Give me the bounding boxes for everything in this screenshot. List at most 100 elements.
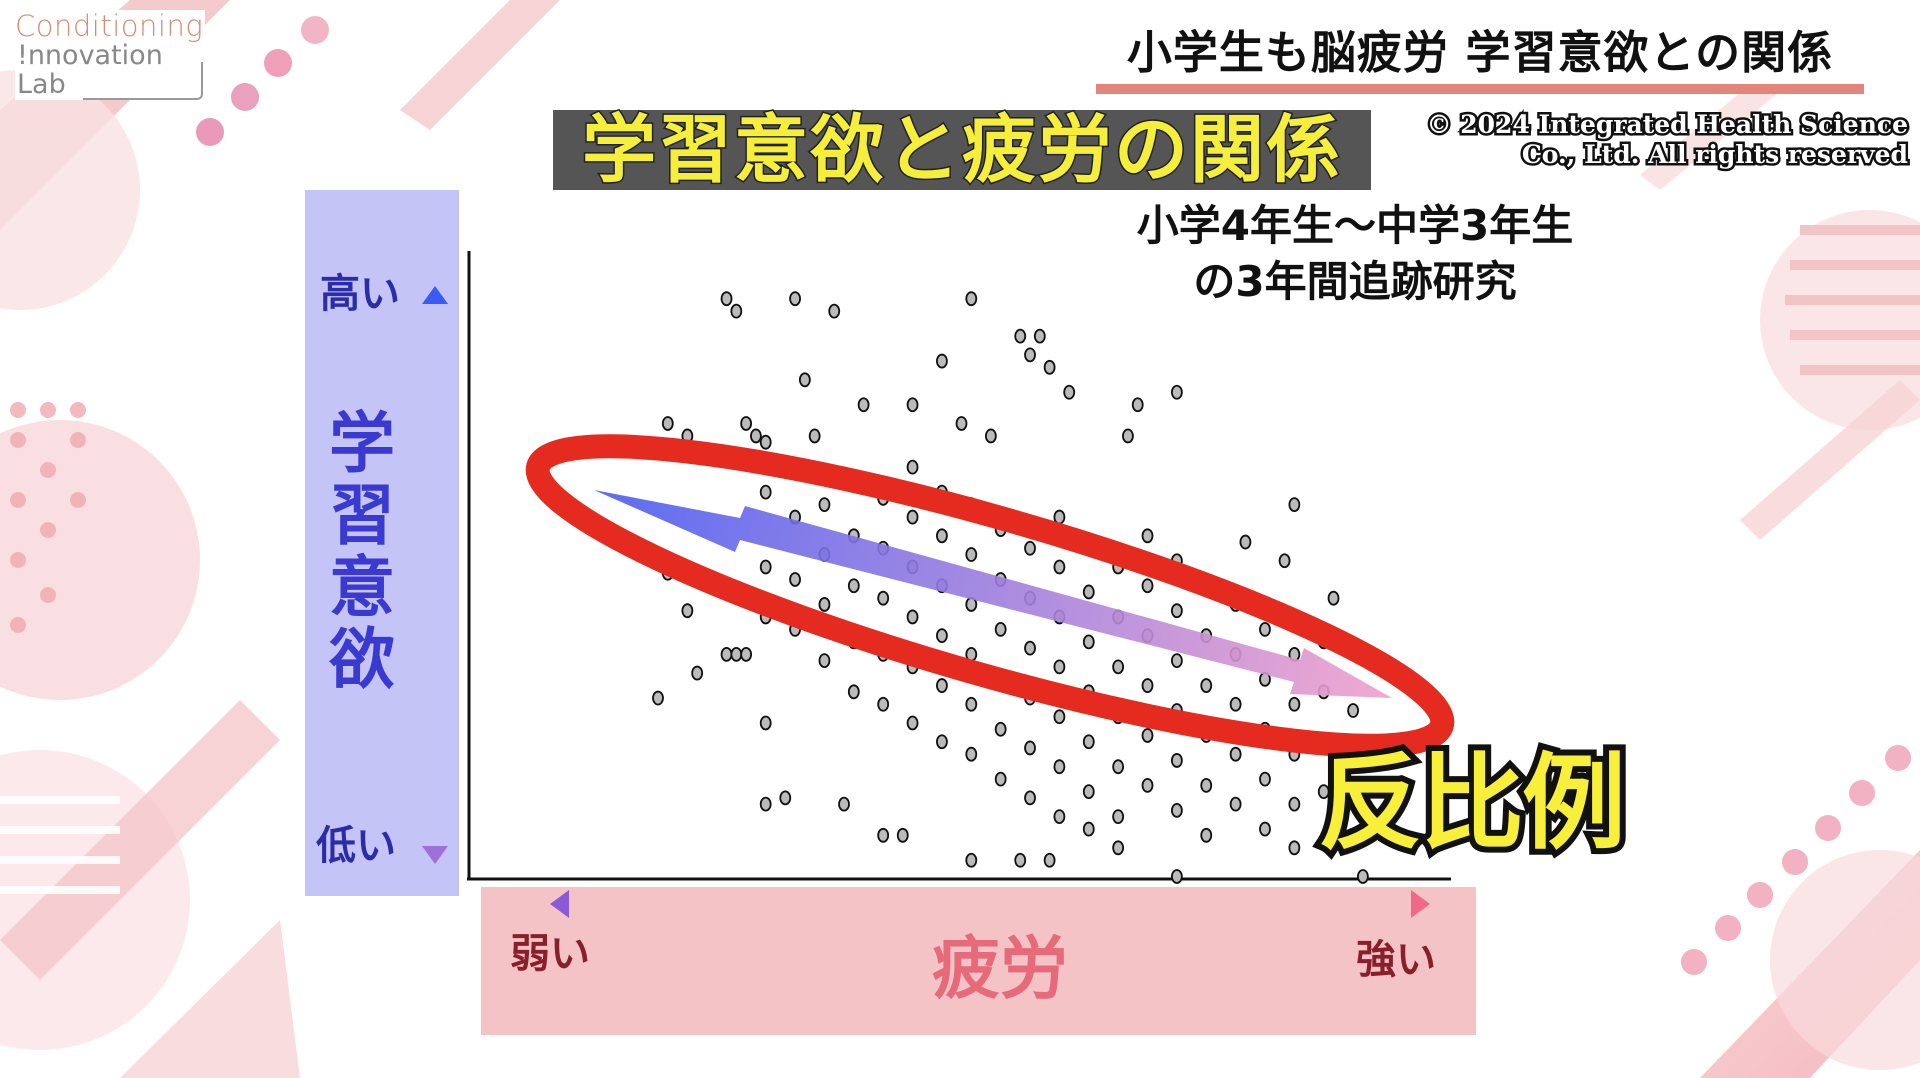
scatter-point (1131, 397, 1144, 413)
scatter-point (838, 796, 850, 812)
scatter-point (936, 353, 948, 369)
scatter-point (759, 484, 772, 500)
scatter-point (1082, 584, 1095, 600)
scatter-point (691, 665, 704, 681)
scatter-point (730, 303, 743, 319)
scatter-point (1317, 834, 1330, 849)
y-axis-low-label: 低い (316, 823, 396, 869)
scatter-point (965, 696, 978, 712)
slide-title: 学習意欲と疲労の関係 (553, 109, 1371, 192)
scatter-point (828, 303, 841, 319)
scatter-point (779, 790, 792, 806)
scatter-point (847, 684, 860, 700)
scatter-point (1053, 659, 1066, 675)
x-axis-low-label: 弱い (510, 931, 590, 977)
scatter-point (1356, 869, 1369, 884)
scatter-point (965, 746, 978, 762)
scatter-point (906, 397, 919, 413)
scatter-point (1200, 678, 1213, 693)
decor-circle (1770, 850, 1920, 1070)
x-axis-high-label: 強い (1356, 937, 1436, 983)
scatter-point (1112, 659, 1125, 675)
scatter-point (936, 678, 948, 693)
decor-stripe (1740, 380, 1920, 540)
decor-dot-grid (10, 402, 86, 633)
scatter-point (1053, 559, 1066, 575)
decor-stripes-right (1785, 225, 1920, 375)
scatter-point (1082, 634, 1095, 650)
scatter-point (789, 291, 801, 307)
decor-stripe (400, 0, 560, 130)
scatter-point (808, 428, 821, 444)
copyright-notice: © 2024 Integrated Health Science Co., Lt… (1424, 108, 1910, 172)
scatter-point (877, 827, 890, 843)
scatter-point (720, 646, 733, 662)
scatter-point (1122, 428, 1134, 444)
scatter-point (994, 622, 1007, 637)
decor-stripe (120, 920, 300, 1078)
scatter-point (1259, 622, 1271, 637)
scatter-point (1024, 790, 1036, 806)
scatter-point (1024, 347, 1036, 363)
decor-dot (264, 49, 292, 77)
y-axis-title: 学習意欲 (322, 408, 402, 696)
scatter-point (1043, 359, 1056, 375)
scatter-point (994, 771, 1007, 787)
decor-dots-right (1681, 745, 1911, 975)
scatter-point (857, 397, 870, 413)
scatter-point (1288, 696, 1301, 712)
scatter-point (847, 578, 860, 594)
scatter-point (896, 827, 909, 843)
scatter-point (877, 590, 890, 606)
scatter-point (1347, 703, 1359, 718)
scatter-point (759, 715, 772, 731)
x-axis-title: 疲労 (931, 930, 1068, 1009)
scatter-point (1229, 696, 1242, 712)
scatter-point (1170, 802, 1183, 818)
scatter-point (1170, 384, 1183, 400)
scatter-point (798, 372, 811, 388)
video-title: 小学生も脳疲労 学習意欲との関係 (1096, 22, 1864, 94)
scatter-point (1229, 796, 1242, 812)
decor-stripe (0, 700, 280, 980)
scatter-point (759, 434, 772, 450)
scatter-point (1082, 821, 1095, 837)
scatter-point (1259, 821, 1271, 837)
logo-text-conditioning: Conditioning (15, 9, 204, 43)
scatter-point (1112, 759, 1125, 775)
logo-bracket (83, 62, 203, 100)
scatter-point (965, 852, 978, 868)
scatter-point (818, 497, 831, 513)
scatter-point (1141, 728, 1154, 743)
scatter-point (789, 572, 801, 587)
copyright-line-1: © 2024 Integrated Health Science (1424, 108, 1910, 142)
decor-circle (0, 420, 200, 700)
decor-stripes-left (0, 796, 120, 894)
trend-arrow (594, 490, 1392, 698)
scatter-point (1288, 497, 1301, 513)
subtitle-line-2: の3年間追跡研究 (1193, 257, 1517, 306)
decor-dot (231, 83, 259, 111)
scatter-point (1229, 746, 1242, 762)
scatter-point (1259, 771, 1271, 787)
scatter-point (1063, 384, 1076, 400)
scatter-point (984, 428, 997, 444)
decor-circle (0, 70, 140, 310)
scatter-point (1278, 553, 1291, 569)
scatter-point (1141, 528, 1154, 544)
scatter-point (1112, 809, 1125, 824)
scatter-point (818, 653, 831, 668)
decor-dot (301, 16, 329, 44)
scatter-point (1082, 784, 1095, 800)
scatter-point (906, 459, 919, 475)
scatter-point (936, 628, 948, 644)
scatter-point (818, 597, 831, 612)
scatter-point (1141, 778, 1154, 793)
scatter-point (1200, 778, 1213, 793)
scatter-point (1170, 653, 1183, 668)
scatter-point (1053, 709, 1066, 725)
scatter-point (1043, 852, 1056, 868)
scatter-point (994, 721, 1007, 737)
y-axis-arrow (422, 286, 448, 864)
